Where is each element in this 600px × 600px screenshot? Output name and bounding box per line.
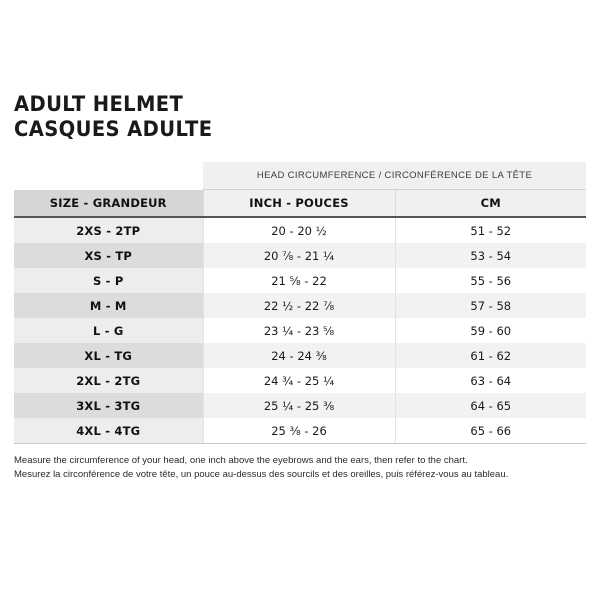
cell-cm: 59 - 60 <box>394 318 586 343</box>
table-row: 2XL - 2TG 24 ¾ - 25 ¼ 63 - 64 <box>14 368 586 393</box>
cell-size: XS - TP <box>14 243 203 268</box>
cell-size: XL - TG <box>14 343 203 368</box>
cell-size: 2XS - 2TP <box>14 217 203 243</box>
table-row: 2XS - 2TP 20 - 20 ½ 51 - 52 <box>14 217 586 243</box>
cell-size: L - G <box>14 318 203 343</box>
cell-inch: 25 ⅜ - 26 <box>202 418 395 444</box>
table-row: XL - TG 24 - 24 ⅜ 61 - 62 <box>14 343 586 368</box>
cell-inch: 21 ⅝ - 22 <box>202 268 395 293</box>
cell-cm: 57 - 58 <box>394 293 586 318</box>
cell-size: 2XL - 2TG <box>14 368 203 393</box>
cell-inch: 24 ¾ - 25 ¼ <box>202 368 395 393</box>
table-row: 4XL - 4TG 25 ⅜ - 26 65 - 66 <box>14 418 586 444</box>
column-header-inch: INCH - POUCES <box>202 189 395 218</box>
cell-inch: 23 ¼ - 23 ⅝ <box>202 318 395 343</box>
cell-cm: 51 - 52 <box>394 217 586 243</box>
size-chart-table: HEAD CIRCUMFERENCE / CIRCONFÉRENCE DE LA… <box>14 162 586 444</box>
cell-cm: 55 - 56 <box>394 268 586 293</box>
cell-inch: 22 ½ - 22 ⅞ <box>202 293 395 318</box>
table-row: 3XL - 3TG 25 ¼ - 25 ⅜ 64 - 65 <box>14 393 586 418</box>
group-header-spacer <box>14 162 203 190</box>
cell-size: 4XL - 4TG <box>14 418 203 444</box>
cell-cm: 65 - 66 <box>394 418 586 444</box>
title-english: ADULT HELMET <box>14 92 184 116</box>
cell-cm: 53 - 54 <box>394 243 586 268</box>
cell-cm: 63 - 64 <box>394 368 586 393</box>
cell-size: S - P <box>14 268 203 293</box>
table-row: XS - TP 20 ⅞ - 21 ¼ 53 - 54 <box>14 243 586 268</box>
cell-size: 3XL - 3TG <box>14 393 203 418</box>
note-french: Mesurez la circonférence de votre tête, … <box>14 468 509 480</box>
column-header-size: SIZE - GRANDEUR <box>14 189 203 218</box>
cell-cm: 64 - 65 <box>394 393 586 418</box>
column-header-row: SIZE - GRANDEUR INCH - POUCES CM <box>14 189 586 218</box>
cell-inch: 20 ⅞ - 21 ¼ <box>202 243 395 268</box>
column-header-cm: CM <box>394 189 586 218</box>
measurement-notes: Measure the circumference of your head, … <box>14 454 586 481</box>
table-row: S - P 21 ⅝ - 22 55 - 56 <box>14 268 586 293</box>
group-header-row: HEAD CIRCUMFERENCE / CIRCONFÉRENCE DE LA… <box>14 162 586 190</box>
table-row: L - G 23 ¼ - 23 ⅝ 59 - 60 <box>14 318 586 343</box>
cell-cm: 61 - 62 <box>394 343 586 368</box>
cell-size: M - M <box>14 293 203 318</box>
page-title: ADULT HELMET CASQUES ADULTE <box>14 0 586 142</box>
note-english: Measure the circumference of your head, … <box>14 455 468 466</box>
cell-inch: 25 ¼ - 25 ⅜ <box>202 393 395 418</box>
cell-inch: 24 - 24 ⅜ <box>202 343 395 368</box>
cell-inch: 20 - 20 ½ <box>202 217 395 243</box>
group-header-head-circumference: HEAD CIRCUMFERENCE / CIRCONFÉRENCE DE LA… <box>203 162 586 190</box>
title-french: CASQUES ADULTE <box>14 117 213 141</box>
table-row: M - M 22 ½ - 22 ⅞ 57 - 58 <box>14 293 586 318</box>
